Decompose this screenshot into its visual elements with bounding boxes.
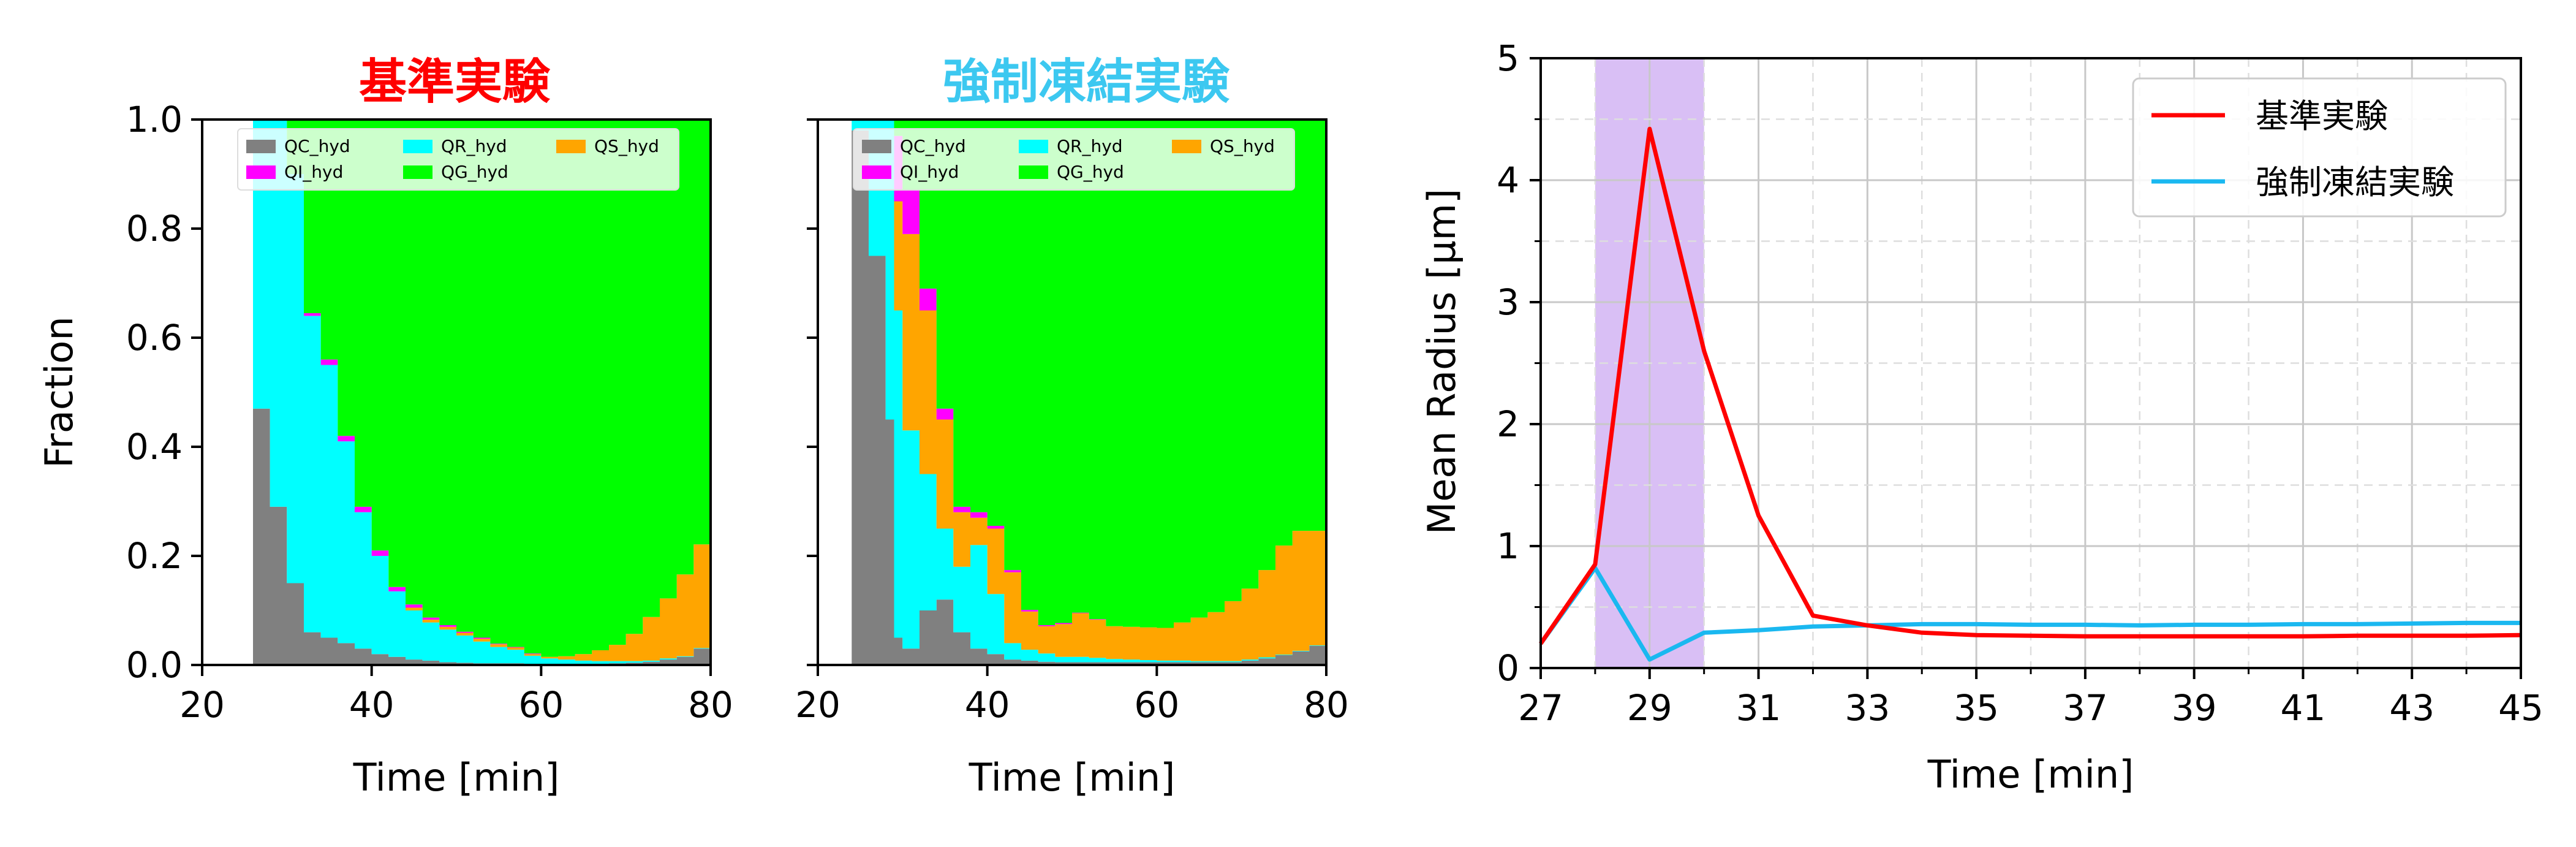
legend-swatch — [246, 140, 276, 153]
panel-forced-freezing-areas — [818, 120, 1326, 666]
legend-label: QS_hyd — [1210, 136, 1275, 156]
panel-baseline-x-label: Time [min] — [353, 755, 560, 800]
panel-baseline-y-axis: 0.0 0.2 0.4 0.6 0.8 1.0 — [126, 99, 202, 686]
panel-forced-freezing-frame — [817, 118, 1328, 666]
x-tick-label: 45 — [2498, 687, 2544, 729]
panel-mean-radius-y-axis: 0 1 2 3 4 5 — [1497, 37, 1541, 689]
y-tick-label: 1.0 — [126, 99, 183, 140]
y-tick-label: 5 — [1497, 37, 1519, 79]
legend-label: QI_hyd — [284, 162, 343, 182]
y-tick-label: 0.6 — [126, 317, 183, 359]
panel-baseline-legend: QC_hyd QR_hyd QS_hyd QI_hyd QG_hyd — [237, 128, 679, 191]
legend-swatch — [862, 165, 891, 179]
x-tick-label: 80 — [688, 684, 733, 726]
panel-baseline-frame — [201, 118, 712, 666]
panel-forced-freezing: 強制凍結実験 QC_hyd QR_hyd QS_hyd QI_hyd QG_hyd 20… — [795, 55, 1349, 800]
area-QS_hyd — [818, 120, 1326, 665]
x-tick-label: 31 — [1736, 687, 1781, 729]
panel-forced-freezing-legend: QC_hyd QR_hyd QS_hyd QI_hyd QG_hyd — [853, 128, 1295, 191]
panel-baseline-y-label: Fraction — [37, 316, 81, 468]
x-tick-label: 40 — [965, 684, 1010, 726]
area-QG_hyd — [818, 120, 1326, 665]
legend-swatch — [1172, 140, 1201, 153]
series-line — [1539, 126, 2521, 645]
x-tick-label: 60 — [518, 684, 564, 726]
legend-label: QR_hyd — [1057, 136, 1123, 156]
x-tick-label: 80 — [1304, 684, 1349, 726]
panel-baseline-x-axis: 20 40 60 80 — [179, 665, 733, 726]
x-tick-label: 40 — [349, 684, 395, 726]
legend-label: QC_hyd — [284, 136, 350, 156]
x-tick-label: 39 — [2172, 687, 2217, 729]
legend-label: QS_hyd — [594, 136, 659, 156]
legend-swatch — [862, 140, 891, 153]
legend-swatch — [1019, 165, 1048, 179]
legend-swatch — [1019, 140, 1048, 153]
panel-mean-radius-y-label: Mean Radius [µm] — [1419, 189, 1464, 534]
legend-label: QR_hyd — [441, 136, 507, 156]
legend-swatch — [403, 165, 432, 179]
legend-swatch — [246, 165, 276, 179]
panel-mean-radius-x-axis: 27 29 31 33 35 37 39 41 43 45 — [1518, 668, 2544, 729]
x-tick-label: 41 — [2281, 687, 2326, 729]
legend-label: 基準実験 — [2256, 97, 2388, 135]
y-tick-label: 0.8 — [126, 208, 183, 249]
legend-swatch — [556, 140, 586, 153]
legend-label: QC_hyd — [900, 136, 966, 156]
y-tick-label: 0.2 — [126, 535, 183, 577]
x-tick-label: 20 — [795, 684, 840, 726]
panel-forced-freezing-y-axis — [807, 118, 818, 666]
panel-forced-freezing-x-axis: 20 40 60 80 — [795, 665, 1349, 726]
legend-label: QG_hyd — [1057, 162, 1124, 182]
y-tick-label: 2 — [1497, 403, 1519, 445]
panel-baseline: 基準実験 QC_hyd QR_hyd QS_hyd QI_hyd QG_hyd 20 40… — [37, 55, 733, 800]
area-QR_hyd — [202, 120, 711, 665]
series-line — [1539, 566, 2521, 662]
legend-box — [2132, 77, 2507, 218]
y-tick-label: 0 — [1497, 647, 1519, 689]
x-tick-label: 29 — [1627, 687, 1672, 729]
legend-label: QI_hyd — [900, 162, 959, 182]
legend-swatch — [403, 140, 432, 153]
x-tick-label: 20 — [179, 684, 225, 726]
y-tick-label: 0.0 — [126, 644, 183, 686]
x-tick-label: 43 — [2389, 687, 2434, 729]
y-tick-label: 3 — [1497, 281, 1519, 323]
y-tick-label: 4 — [1497, 159, 1519, 201]
y-tick-label: 1 — [1497, 525, 1519, 567]
x-tick-label: 33 — [1845, 687, 1890, 729]
panel-forced-freezing-x-label: Time [min] — [969, 755, 1176, 800]
panel-baseline-areas — [202, 120, 711, 665]
area-QG_hyd — [202, 120, 711, 665]
panel-mean-radius-x-label: Time [min] — [1927, 752, 2134, 797]
y-tick-label: 0.4 — [126, 426, 183, 468]
x-tick-label: 35 — [1954, 687, 1999, 729]
area-QC_hyd — [202, 408, 711, 665]
panel-forced-freezing-title: 強制凍結実験 — [943, 55, 1230, 110]
panel-baseline-title: 基準実験 — [359, 55, 551, 110]
x-tick-label: 27 — [1518, 687, 1563, 729]
series-lines — [1539, 126, 2521, 662]
legend-label: 強制凍結実験 — [2256, 163, 2454, 202]
legend-label: QG_hyd — [441, 162, 508, 182]
x-tick-label: 60 — [1134, 684, 1179, 726]
x-tick-label: 37 — [2063, 687, 2108, 729]
